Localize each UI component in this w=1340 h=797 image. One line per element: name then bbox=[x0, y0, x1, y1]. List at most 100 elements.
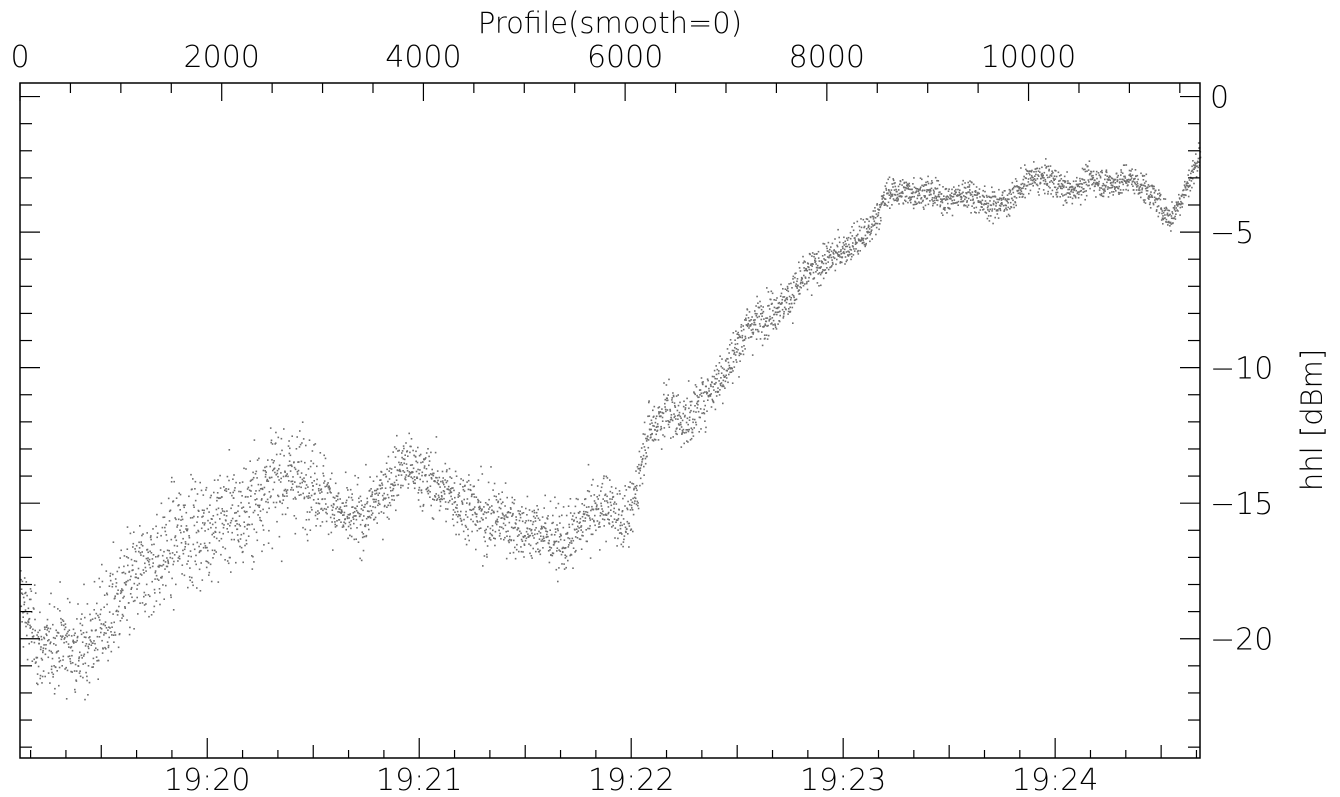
data-point bbox=[269, 465, 271, 468]
data-point bbox=[1077, 191, 1079, 193]
data-point bbox=[153, 605, 156, 608]
data-point bbox=[505, 516, 508, 518]
data-point bbox=[976, 194, 978, 197]
data-point bbox=[1044, 164, 1046, 167]
y-tick-label: −15 bbox=[1210, 487, 1273, 522]
data-point bbox=[196, 587, 198, 589]
data-point bbox=[504, 505, 506, 507]
data-point bbox=[195, 563, 197, 566]
data-point bbox=[335, 500, 338, 502]
data-point bbox=[488, 537, 491, 539]
chart-title: Profile(smooth=0) bbox=[478, 6, 742, 40]
data-point bbox=[651, 439, 654, 441]
data-point bbox=[392, 495, 395, 497]
data-point bbox=[326, 485, 328, 487]
data-point bbox=[653, 415, 655, 418]
data-point bbox=[1014, 201, 1017, 204]
data-point bbox=[936, 179, 938, 182]
data-point bbox=[977, 200, 980, 202]
data-point bbox=[767, 334, 770, 337]
data-point bbox=[754, 323, 757, 326]
data-point bbox=[1110, 187, 1112, 189]
data-point bbox=[441, 480, 444, 482]
data-point bbox=[760, 313, 762, 315]
data-point bbox=[194, 560, 196, 563]
data-point bbox=[67, 655, 70, 658]
data-point bbox=[1001, 194, 1004, 196]
data-point bbox=[444, 486, 446, 488]
data-point bbox=[439, 498, 441, 501]
data-point bbox=[857, 253, 860, 255]
data-point bbox=[1105, 169, 1108, 171]
data-point bbox=[31, 660, 34, 662]
data-point bbox=[1103, 192, 1105, 194]
data-point bbox=[187, 543, 190, 546]
data-point bbox=[967, 181, 969, 184]
data-point bbox=[322, 472, 324, 475]
data-point bbox=[705, 385, 707, 388]
data-point bbox=[904, 199, 906, 202]
data-point bbox=[775, 328, 778, 330]
data-point bbox=[586, 514, 588, 516]
data-point bbox=[1061, 185, 1064, 187]
data-point bbox=[883, 194, 885, 196]
data-point bbox=[905, 181, 908, 184]
data-point bbox=[947, 202, 949, 205]
data-point bbox=[1170, 223, 1172, 225]
data-point bbox=[637, 467, 640, 470]
data-point bbox=[1156, 205, 1159, 208]
data-point bbox=[1075, 180, 1077, 182]
data-point bbox=[530, 520, 532, 522]
data-point bbox=[210, 494, 212, 497]
data-point bbox=[102, 648, 104, 650]
data-point bbox=[688, 416, 691, 419]
data-point bbox=[152, 554, 155, 556]
data-point bbox=[59, 581, 61, 583]
data-point bbox=[380, 479, 382, 481]
data-point bbox=[413, 482, 415, 484]
data-point bbox=[634, 500, 636, 502]
data-point bbox=[469, 484, 472, 486]
data-point bbox=[1024, 177, 1027, 179]
data-point bbox=[627, 533, 629, 535]
data-point bbox=[664, 402, 666, 405]
data-point bbox=[512, 551, 515, 554]
data-point bbox=[725, 374, 727, 377]
data-point bbox=[94, 642, 96, 645]
data-point bbox=[669, 421, 671, 423]
data-point bbox=[651, 432, 653, 435]
data-point bbox=[1072, 188, 1075, 190]
data-point bbox=[767, 291, 770, 293]
data-point bbox=[344, 471, 347, 474]
data-point bbox=[136, 588, 138, 590]
data-point bbox=[975, 186, 978, 188]
data-point bbox=[409, 451, 411, 454]
data-point bbox=[252, 555, 254, 558]
data-point bbox=[1025, 168, 1027, 171]
data-point bbox=[988, 220, 991, 222]
data-point bbox=[568, 544, 570, 546]
data-point bbox=[56, 650, 58, 653]
data-point bbox=[386, 468, 388, 471]
data-point bbox=[223, 486, 225, 488]
data-point bbox=[216, 496, 218, 499]
data-point bbox=[378, 512, 380, 515]
data-point bbox=[866, 218, 869, 221]
data-point bbox=[1170, 217, 1173, 219]
data-point bbox=[911, 192, 914, 195]
data-point bbox=[762, 326, 765, 328]
data-point bbox=[907, 187, 909, 189]
data-point bbox=[1185, 184, 1188, 187]
data-point bbox=[1169, 213, 1171, 216]
data-point bbox=[856, 220, 859, 223]
data-point bbox=[446, 508, 449, 510]
data-point bbox=[50, 668, 53, 671]
data-point bbox=[817, 273, 819, 275]
data-point bbox=[1181, 193, 1184, 196]
data-point bbox=[106, 603, 108, 606]
data-point bbox=[1062, 204, 1065, 206]
data-point bbox=[41, 659, 44, 661]
data-point bbox=[865, 238, 867, 240]
data-point bbox=[471, 514, 474, 516]
data-point bbox=[305, 444, 307, 447]
